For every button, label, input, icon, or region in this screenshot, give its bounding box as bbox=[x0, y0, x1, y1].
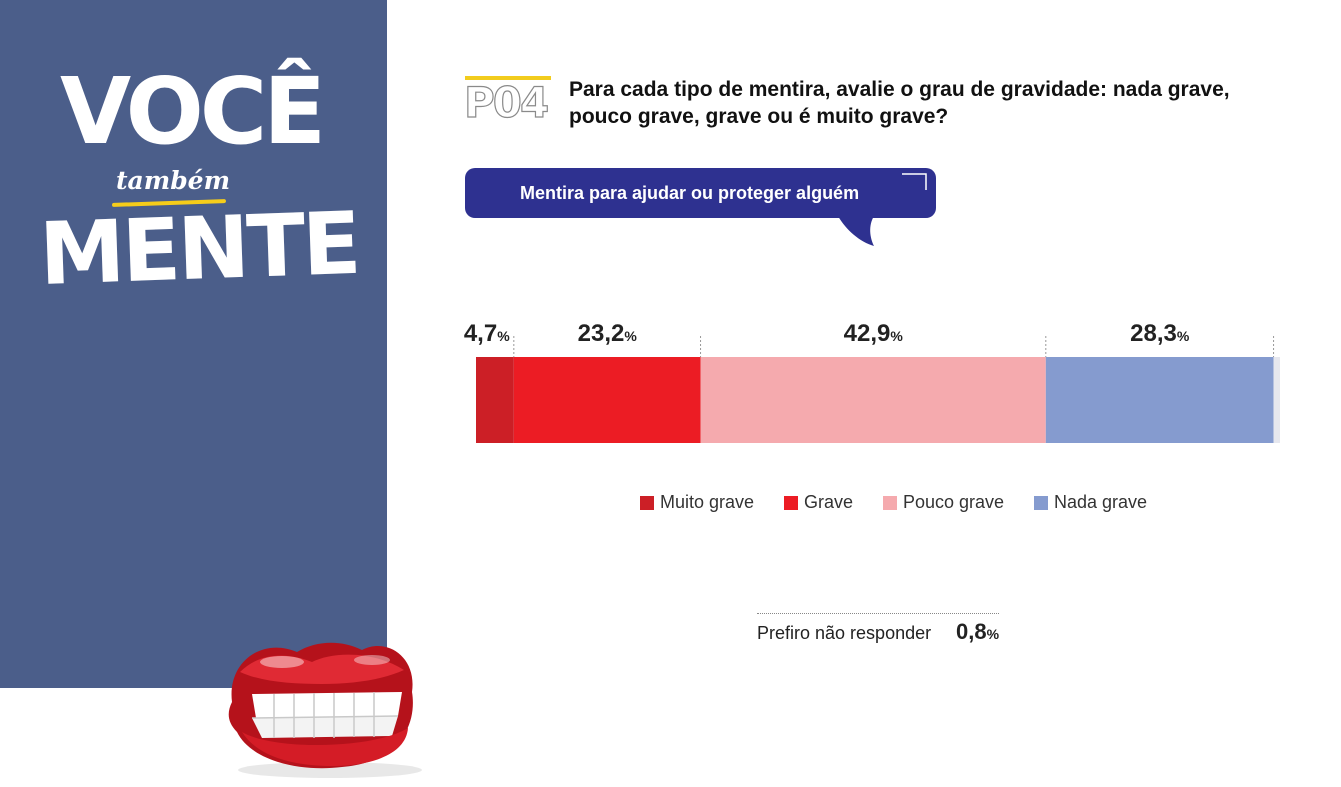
bar-segment-pouco-grave bbox=[700, 357, 1046, 443]
data-label-unit: % bbox=[497, 328, 510, 344]
brand-panel: VOCÊ também MENTE bbox=[0, 0, 387, 688]
question-code: P04 bbox=[463, 78, 549, 127]
question-code-bar bbox=[465, 76, 551, 80]
brand-title-voce: VOCÊ bbox=[60, 58, 326, 165]
data-label-value: 42,9 bbox=[843, 320, 891, 347]
data-label-muito-grave: 4,7% bbox=[464, 320, 510, 348]
bar-segment-nada-grave bbox=[1045, 357, 1274, 443]
subtitle-bubble: Mentira para ajudar ou proteger alguém bbox=[465, 168, 936, 218]
no-answer-unit: % bbox=[986, 626, 1000, 642]
legend-swatch bbox=[1034, 496, 1048, 510]
legend-swatch bbox=[883, 496, 897, 510]
legend-swatch bbox=[640, 496, 654, 510]
legend-label: Grave bbox=[804, 492, 854, 512]
legend-swatch bbox=[784, 496, 798, 510]
no-answer-label: Prefiro não responder bbox=[757, 623, 932, 643]
question-text: Para cada tipo de mentira, avalie o grau… bbox=[569, 78, 1230, 128]
data-label-grave: 23,2% bbox=[578, 320, 637, 348]
brand-title-mente: MENTE bbox=[37, 193, 360, 305]
no-answer-divider bbox=[757, 613, 999, 614]
bubble-tail bbox=[838, 216, 874, 246]
brand-title-tambem: também bbox=[116, 166, 231, 195]
stacked-bar-chart: 4,7% 23,2% 42,9% 28,3% bbox=[464, 310, 1290, 460]
no-answer-number: 0,8 bbox=[956, 619, 987, 644]
data-label-value: 28,3 bbox=[1130, 320, 1177, 347]
data-label-value: 23,2 bbox=[577, 320, 625, 347]
data-label-unit: % bbox=[1176, 328, 1190, 344]
data-label-nada-grave: 28,3% bbox=[1130, 320, 1189, 348]
bar-segment-muito-grave bbox=[476, 357, 514, 443]
no-answer-value: 0,8% bbox=[956, 619, 999, 645]
data-label-pouco-grave: 42,9% bbox=[844, 320, 903, 348]
legend-label: Pouco grave bbox=[903, 492, 1005, 512]
legend-label: Nada grave bbox=[1054, 492, 1148, 512]
bar-segment-prefiro-nao-responder bbox=[1273, 357, 1280, 443]
subtitle-text: Mentira para ajudar ou proteger alguém bbox=[520, 183, 860, 203]
data-label-value: 4,7 bbox=[463, 320, 498, 347]
lips-illustration bbox=[228, 642, 422, 778]
chart-canvas bbox=[476, 336, 1280, 443]
bar-segment-grave bbox=[513, 357, 701, 443]
data-label-unit: % bbox=[624, 328, 637, 344]
data-label-unit: % bbox=[890, 328, 903, 344]
bubble-corner-icon bbox=[902, 173, 927, 190]
legend-label: Muito grave bbox=[660, 492, 755, 512]
